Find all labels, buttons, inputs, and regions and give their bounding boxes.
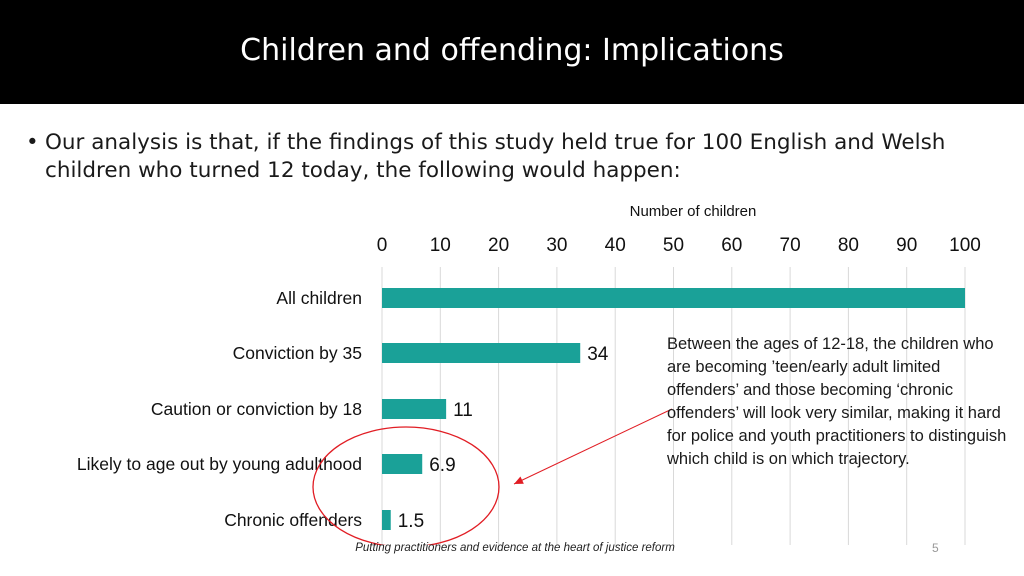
annotation-arrow <box>513 408 673 485</box>
bar <box>382 399 447 419</box>
annotation-arrow-head <box>514 476 524 484</box>
annotation-callout: Between the ages of 12-18, the children … <box>667 335 1007 468</box>
tick-label: 90 <box>896 235 917 256</box>
bar-chart: 0 10 20 30 40 50 60 70 80 90 100 All children Convi… <box>77 203 981 545</box>
title-bar: Children and offending: Implications <box>0 0 1024 104</box>
tick-labels: 0 10 20 30 40 50 60 70 80 90 100 <box>377 235 981 256</box>
tick-label: 80 <box>838 235 859 256</box>
category-label: Chronic offenders <box>224 510 362 530</box>
category-label: All children <box>276 288 362 308</box>
footer-text: Putting practitioners and evidence at th… <box>355 542 675 554</box>
tick-label: 70 <box>780 235 801 256</box>
category-label: Conviction by 35 <box>233 343 362 363</box>
data-label: 11 <box>453 400 473 421</box>
tick-label: 100 <box>949 235 981 256</box>
data-label: 34 <box>587 344 609 365</box>
highlight-ellipse <box>312 426 500 545</box>
category-label: Caution or conviction by 18 <box>151 399 362 419</box>
data-label: 1.5 <box>398 511 424 532</box>
tick-label: 60 <box>721 235 742 256</box>
data-label: 6.9 <box>429 455 455 476</box>
bullet-marker: • <box>26 130 39 155</box>
category-label: Likely to age out by young adulthood <box>77 454 362 474</box>
bar <box>382 454 423 474</box>
bar <box>382 343 581 363</box>
bullet-text: Our analysis is that, if the findings of… <box>45 130 946 183</box>
category-labels: All children Conviction by 35 Caution or c… <box>77 288 362 530</box>
slide-number: 5 <box>932 541 939 555</box>
data-labels: 34 11 6.9 1.5 <box>398 344 609 532</box>
tick-label: 0 <box>377 235 388 256</box>
tick-label: 40 <box>605 235 626 256</box>
slide-title: Children and offending: Implications <box>240 33 784 68</box>
x-axis-title: Number of children <box>630 203 757 220</box>
tick-label: 10 <box>430 235 451 256</box>
tick-label: 30 <box>546 235 567 256</box>
bar <box>382 288 965 308</box>
tick-label: 20 <box>488 235 509 256</box>
bars <box>382 288 965 530</box>
bar <box>382 510 391 530</box>
gridlines <box>381 267 966 545</box>
tick-label: 50 <box>663 235 684 256</box>
